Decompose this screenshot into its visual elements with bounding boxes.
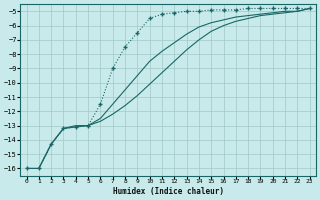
X-axis label: Humidex (Indice chaleur): Humidex (Indice chaleur) bbox=[113, 187, 224, 196]
